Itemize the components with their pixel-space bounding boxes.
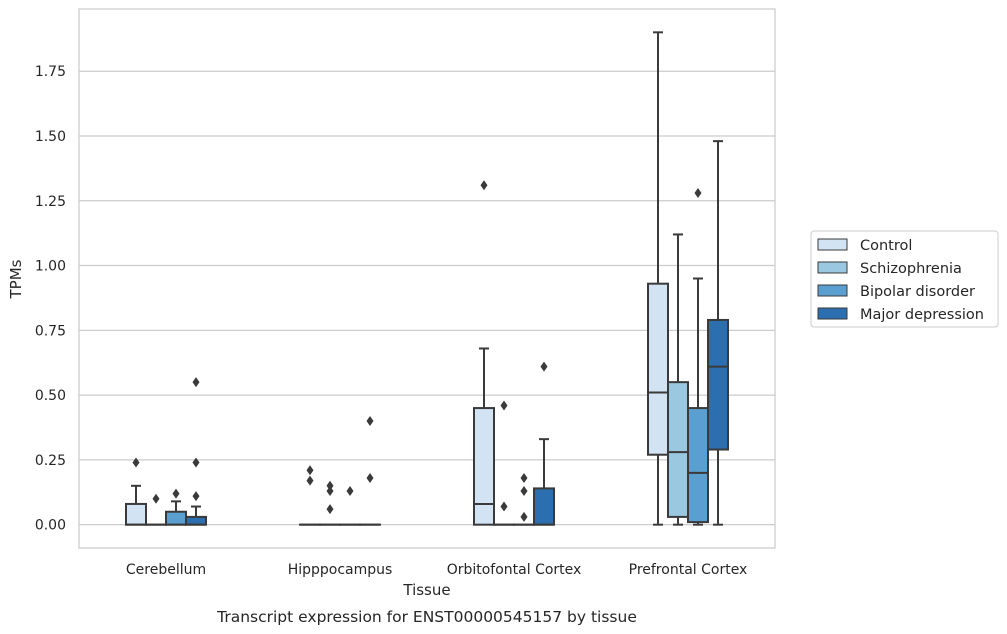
box-plot	[359, 416, 381, 526]
box	[647, 282, 669, 456]
x-tick-label: Orbitofontal Cortex	[447, 562, 582, 578]
box-plot	[299, 465, 321, 526]
outlier-point	[366, 473, 374, 484]
legend-frame	[810, 230, 999, 328]
legend-swatch	[817, 238, 848, 251]
legend-entry-label: Control	[860, 238, 912, 254]
legend-entry-label: Bipolar disorder	[860, 284, 975, 300]
legend-entry-label: Major depression	[860, 307, 984, 323]
box-plot	[533, 361, 555, 526]
outlier-point	[306, 465, 314, 476]
plot-frame	[78, 8, 776, 549]
outlier-point	[520, 485, 528, 496]
box	[165, 510, 187, 526]
box-plot	[707, 140, 729, 526]
outlier-point	[192, 491, 200, 502]
y-tick-label: 1.75	[35, 64, 66, 80]
x-tick-label: Prefrontal Cortex	[629, 562, 748, 578]
box-plot	[493, 400, 515, 526]
y-tick-label: 1.50	[35, 129, 66, 145]
box	[667, 381, 689, 518]
y-tick-label: 1.00	[35, 259, 66, 275]
outlier-point	[520, 473, 528, 484]
y-tick-label: 0.75	[35, 323, 66, 339]
box-plot	[319, 480, 341, 526]
y-tick-label: 0.00	[35, 518, 66, 534]
x-axis-ticks: Cerebellum Hipppocampus Orbitofontal Corte…	[126, 562, 747, 578]
outlier-point	[694, 187, 702, 198]
outlier-point	[346, 485, 354, 496]
outlier-point	[520, 511, 528, 522]
outlier-point	[192, 377, 200, 388]
legend-swatch	[817, 284, 848, 297]
box-plot	[125, 457, 147, 526]
y-tick-label: 0.25	[35, 453, 66, 469]
box	[185, 515, 207, 526]
outlier-point	[326, 485, 334, 496]
outlier-point	[540, 361, 548, 372]
outlier-point	[326, 480, 334, 491]
y-tick-label: 1.25	[35, 194, 66, 210]
x-tick-label: Cerebellum	[126, 562, 206, 578]
box	[125, 502, 147, 526]
box-plot	[185, 377, 207, 526]
outlier-point	[326, 504, 334, 515]
x-tick-label: Hipppocampus	[288, 562, 393, 578]
outlier-point	[172, 488, 180, 499]
box	[473, 407, 495, 526]
legend-swatch	[817, 307, 848, 320]
box-plot	[647, 31, 669, 526]
outlier-point	[500, 400, 508, 411]
legend: Control Schizophrenia Bipolar disorder Majo…	[810, 230, 999, 328]
box-plot	[667, 233, 689, 526]
y-axis-label: TPMs	[7, 259, 25, 299]
box	[687, 407, 709, 524]
outlier-point	[132, 457, 140, 468]
x-axis-label: Tissue	[402, 581, 450, 599]
legend-swatch	[817, 261, 848, 274]
box-groups	[125, 31, 729, 526]
outlier-point	[152, 493, 160, 504]
outlier-point	[192, 457, 200, 468]
box-plot	[687, 187, 709, 526]
box	[707, 318, 729, 451]
outlier-point	[366, 416, 374, 427]
box-plot	[165, 488, 187, 526]
figure-caption: Transcript expression for ENST0000054515…	[216, 608, 637, 626]
box-plot	[473, 180, 495, 526]
y-tick-label: 0.50	[35, 388, 66, 404]
legend-entry-label: Schizophrenia	[860, 261, 962, 277]
outlier-point	[306, 475, 314, 486]
outlier-point	[500, 501, 508, 512]
box	[533, 487, 555, 526]
outlier-point	[480, 180, 488, 191]
y-axis-ticks: 0.00 0.25 0.50 0.75 1.00 1.25 1.50 1.75	[35, 64, 66, 533]
